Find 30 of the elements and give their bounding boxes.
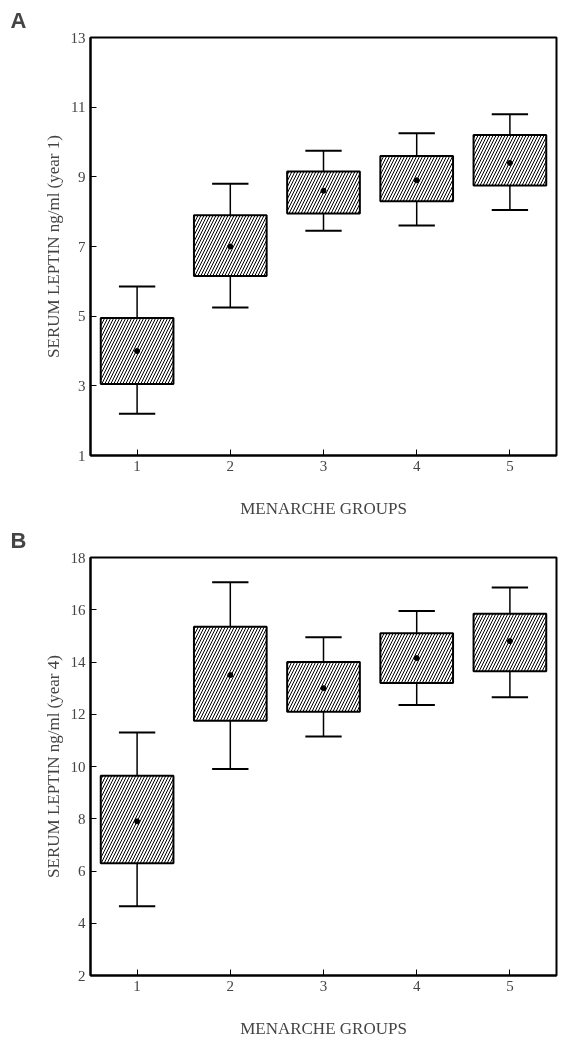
y-axis-title: SERUM LEPTIN ng/ml (year 4) bbox=[43, 655, 63, 878]
x-tick-label: 2 bbox=[226, 457, 235, 474]
y-tick-label: 6 bbox=[78, 863, 86, 879]
y-tick-label: 13 bbox=[70, 29, 86, 46]
x-tick-label: 1 bbox=[133, 977, 141, 994]
y-tick-label: 11 bbox=[71, 99, 86, 116]
y-axis-title: SERUM LEPTIN ng/ml (year 1) bbox=[43, 135, 63, 358]
y-tick-label: 9 bbox=[78, 168, 86, 185]
chart-title: B bbox=[10, 527, 27, 553]
y-tick-label: 5 bbox=[78, 308, 86, 325]
y-tick-label: 4 bbox=[78, 915, 86, 932]
x-axis-title: MENARCHE GROUPS bbox=[240, 1018, 407, 1038]
x-tick-label: 2 bbox=[226, 977, 235, 994]
x-axis-title: MENARCHE GROUPS bbox=[240, 498, 407, 518]
x-tick-label: 4 bbox=[412, 457, 421, 474]
x-tick-label: 3 bbox=[319, 977, 328, 994]
y-tick-label: 8 bbox=[78, 810, 86, 827]
x-tick-label: 5 bbox=[506, 977, 514, 994]
y-tick-label: 12 bbox=[70, 706, 86, 723]
x-tick-label: 3 bbox=[319, 457, 328, 474]
y-tick-label: 3 bbox=[78, 377, 86, 394]
chart-title: A bbox=[10, 7, 27, 33]
y-tick-label: 7 bbox=[78, 238, 86, 255]
y-tick-label: 14 bbox=[70, 654, 86, 670]
x-tick-label: 1 bbox=[133, 457, 141, 474]
y-tick-label: 18 bbox=[70, 549, 86, 566]
x-tick-label: 4 bbox=[412, 977, 421, 994]
x-tick-label: 5 bbox=[506, 457, 514, 474]
y-tick-label: 16 bbox=[70, 601, 86, 618]
y-tick-label: 10 bbox=[70, 758, 86, 775]
